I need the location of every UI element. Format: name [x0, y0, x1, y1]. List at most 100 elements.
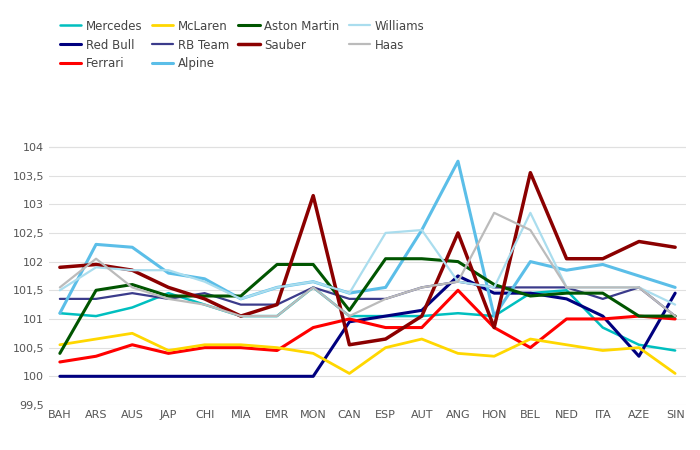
Red Bull: [200, 374, 209, 379]
McLaren: [273, 345, 281, 351]
Aston Martin: [526, 293, 535, 299]
Red Bull: [128, 374, 136, 379]
Sauber: [490, 325, 498, 330]
Ferrari: [418, 325, 426, 330]
Haas: [237, 313, 245, 319]
Mercedes: [526, 290, 535, 296]
Red Bull: [56, 374, 64, 379]
Mercedes: [562, 288, 570, 293]
Alpine: [562, 267, 570, 273]
Haas: [345, 313, 354, 319]
McLaren: [418, 336, 426, 342]
Alpine: [128, 244, 136, 250]
McLaren: [598, 348, 607, 353]
Ferrari: [598, 316, 607, 322]
Haas: [200, 302, 209, 307]
Ferrari: [200, 345, 209, 351]
Williams: [200, 279, 209, 284]
Haas: [418, 285, 426, 290]
Ferrari: [92, 354, 100, 359]
Red Bull: [345, 319, 354, 324]
McLaren: [490, 354, 498, 359]
McLaren: [671, 371, 679, 376]
Ferrari: [128, 342, 136, 347]
McLaren: [382, 345, 390, 351]
Red Bull: [164, 374, 173, 379]
Aston Martin: [671, 313, 679, 319]
Williams: [56, 288, 64, 293]
Williams: [454, 279, 462, 284]
RB Team: [237, 302, 245, 307]
RB Team: [454, 279, 462, 284]
Williams: [92, 265, 100, 270]
Aston Martin: [273, 262, 281, 267]
Red Bull: [382, 313, 390, 319]
Williams: [490, 285, 498, 290]
RB Team: [598, 296, 607, 302]
RB Team: [309, 285, 317, 290]
Sauber: [671, 244, 679, 250]
Ferrari: [237, 345, 245, 351]
Sauber: [128, 267, 136, 273]
Red Bull: [454, 273, 462, 279]
Haas: [671, 313, 679, 319]
Aston Martin: [56, 351, 64, 356]
Alpine: [671, 285, 679, 290]
RB Team: [92, 296, 100, 302]
Ferrari: [345, 316, 354, 322]
Ferrari: [562, 316, 570, 322]
Sauber: [309, 193, 317, 198]
Mercedes: [418, 313, 426, 319]
Mercedes: [237, 313, 245, 319]
McLaren: [56, 342, 64, 347]
Aston Martin: [418, 256, 426, 261]
Red Bull: [92, 374, 100, 379]
Sauber: [200, 296, 209, 302]
Williams: [562, 285, 570, 290]
McLaren: [562, 342, 570, 347]
Ferrari: [454, 288, 462, 293]
Aston Martin: [635, 313, 643, 319]
Alpine: [345, 290, 354, 296]
McLaren: [309, 351, 317, 356]
Haas: [128, 285, 136, 290]
Haas: [164, 296, 173, 302]
Ferrari: [56, 359, 64, 364]
Sauber: [418, 313, 426, 319]
RB Team: [671, 313, 679, 319]
Ferrari: [490, 325, 498, 330]
Williams: [309, 279, 317, 284]
Alpine: [635, 273, 643, 279]
Williams: [128, 267, 136, 273]
Mercedes: [56, 310, 64, 316]
Red Bull: [598, 313, 607, 319]
Red Bull: [237, 374, 245, 379]
Mercedes: [454, 310, 462, 316]
Haas: [598, 285, 607, 290]
RB Team: [56, 296, 64, 302]
Aston Martin: [92, 288, 100, 293]
McLaren: [200, 342, 209, 347]
Line: Mercedes: Mercedes: [60, 288, 675, 351]
RB Team: [490, 285, 498, 290]
Ferrari: [635, 313, 643, 319]
Haas: [273, 313, 281, 319]
Ferrari: [273, 348, 281, 353]
RB Team: [635, 285, 643, 290]
Aston Martin: [237, 293, 245, 299]
Alpine: [454, 158, 462, 164]
Line: Red Bull: Red Bull: [60, 276, 675, 376]
Red Bull: [418, 308, 426, 313]
Red Bull: [562, 296, 570, 302]
Sauber: [598, 256, 607, 261]
Haas: [490, 210, 498, 216]
Ferrari: [526, 345, 535, 351]
Red Bull: [635, 354, 643, 359]
Line: Sauber: Sauber: [60, 173, 675, 345]
Line: McLaren: McLaren: [60, 333, 675, 374]
Alpine: [200, 276, 209, 282]
Alpine: [526, 259, 535, 264]
Aston Martin: [382, 256, 390, 261]
Williams: [273, 285, 281, 290]
Haas: [562, 285, 570, 290]
